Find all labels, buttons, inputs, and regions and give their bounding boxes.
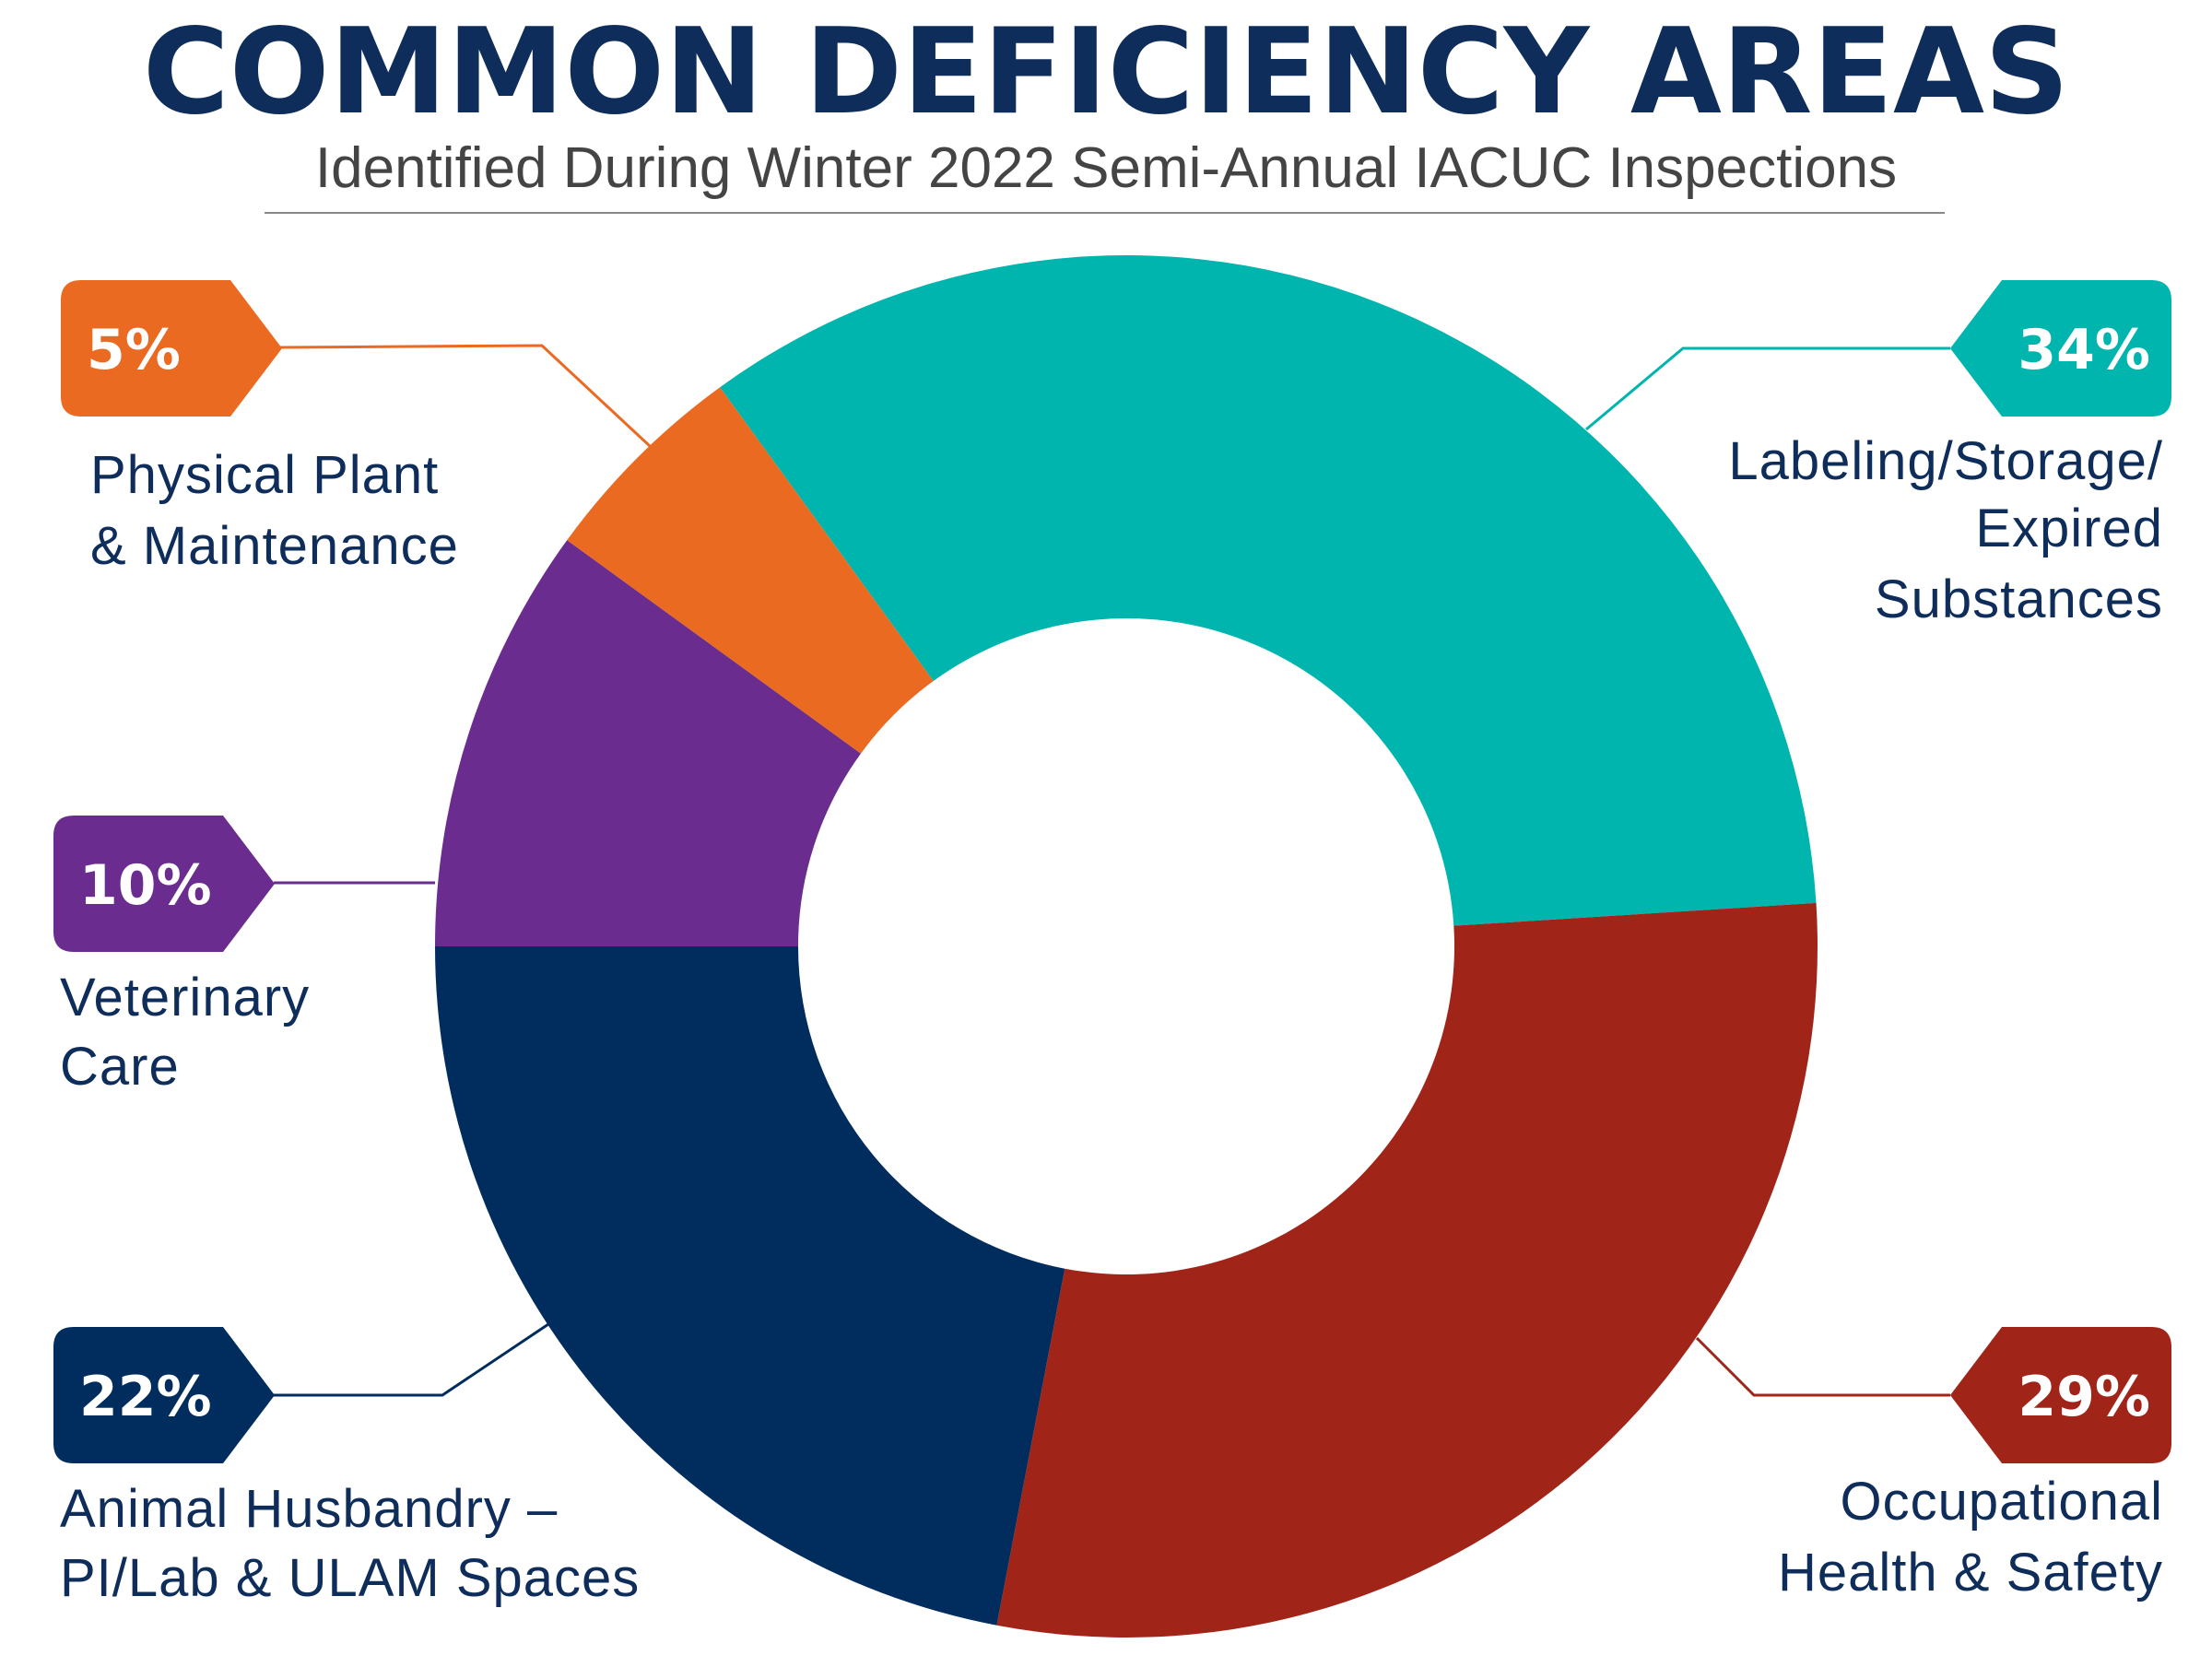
donut-slice bbox=[996, 902, 1818, 1638]
leader-line bbox=[1695, 1336, 1950, 1397]
percent-tag bbox=[1950, 1327, 2171, 1463]
data-label: 10% bbox=[79, 853, 212, 918]
callout: 10% Veterinary Care bbox=[53, 816, 435, 1097]
percent-tag bbox=[61, 280, 282, 417]
leader-line bbox=[1585, 346, 1950, 431]
category-label: Animal Husbandry – bbox=[60, 1479, 558, 1539]
callout: 5% Physical Plant & Maintenance bbox=[61, 280, 652, 576]
percent-tag bbox=[53, 816, 275, 952]
callout: 22% Animal Husbandry – PI/Lab & ULAM Space… bbox=[53, 1322, 640, 1608]
category-label: Health & Safety bbox=[1778, 1543, 2163, 1602]
callout: 34% Labeling/Storage/Expired Substances bbox=[1585, 280, 2171, 629]
leader-line bbox=[278, 344, 652, 448]
category-label: Substances bbox=[1875, 569, 2163, 629]
data-label: 34% bbox=[2018, 318, 2150, 382]
donut-slice bbox=[567, 387, 934, 754]
category-label: Care bbox=[60, 1037, 180, 1097]
category-label: PI/Lab & ULAM Spaces bbox=[60, 1548, 640, 1608]
donut-slice bbox=[435, 540, 861, 946]
category-label: Occupational bbox=[1840, 1472, 2163, 1532]
category-label: Physical Plant bbox=[90, 445, 439, 505]
data-label: 5% bbox=[87, 318, 181, 382]
data-label: 29% bbox=[2018, 1365, 2150, 1429]
percent-tag bbox=[1950, 280, 2171, 417]
category-label: Labeling/Storage/ bbox=[1728, 431, 2163, 491]
data-label: 22% bbox=[79, 1365, 212, 1429]
chart-title: COMMON DEFICIENCY AREAS bbox=[143, 4, 2069, 141]
donut-slice bbox=[720, 254, 1817, 926]
chart-subtitle: Identified During Winter 2022 Semi-Annua… bbox=[315, 136, 1897, 200]
category-label: Expired bbox=[1975, 499, 2163, 558]
percent-tag bbox=[53, 1327, 275, 1463]
category-label: Veterinary bbox=[60, 968, 310, 1027]
callout: 29% Occupational Health & Safety bbox=[1695, 1327, 2171, 1602]
donut-slice bbox=[435, 946, 1065, 1626]
leader-line bbox=[274, 1322, 549, 1397]
category-label: & Maintenance bbox=[90, 516, 459, 576]
